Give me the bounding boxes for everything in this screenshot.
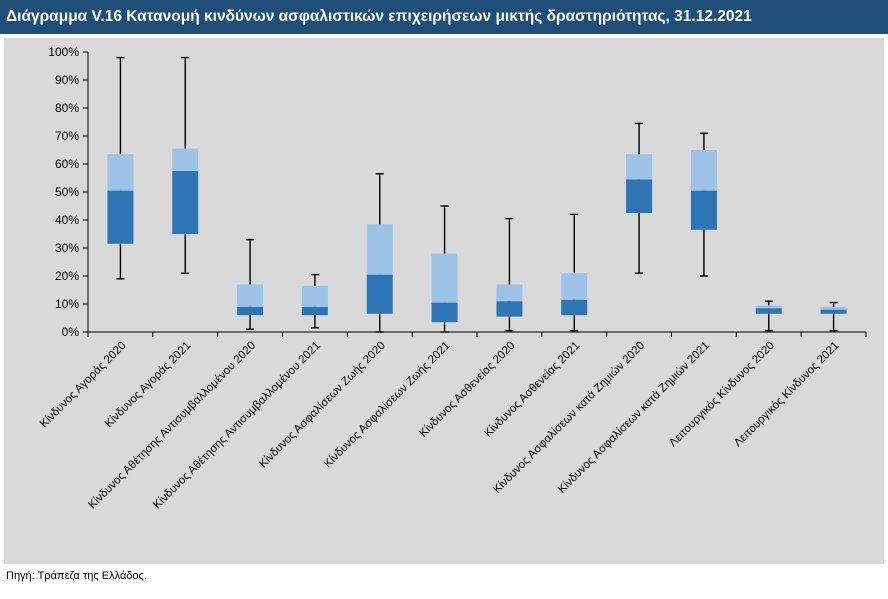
box-9 <box>626 122 653 274</box>
box-2 <box>172 56 199 274</box>
x-category-label: Λειτουργικός Κίνδυνος 2021 <box>732 340 842 450</box>
box-upper-median-q3 <box>431 253 458 303</box>
box-upper-median-q3 <box>366 224 393 275</box>
box-1 <box>107 56 134 280</box>
box-lower-q1-median <box>431 302 458 323</box>
box-3 <box>237 238 264 330</box>
y-tick-label: 100% <box>48 45 79 59</box>
y-tick-label: 40% <box>55 213 79 227</box>
box-series <box>107 56 847 333</box>
box-upper-median-q3 <box>690 150 717 191</box>
box-upper-median-q3 <box>301 285 328 307</box>
y-tick-label: 20% <box>55 269 79 283</box>
chart-title: Διάγραμμα V.16 Κατανομή κινδύνων ασφαλισ… <box>0 0 888 34</box>
box-upper-median-q3 <box>820 306 847 310</box>
box-lower-q1-median <box>172 171 199 234</box>
box-lower-q1-median <box>561 299 588 316</box>
box-upper-median-q3 <box>561 273 588 300</box>
box-lower-q1-median <box>626 179 653 213</box>
box-8 <box>561 213 588 332</box>
box-upper-median-q3 <box>237 284 264 307</box>
box-6 <box>431 205 458 333</box>
box-upper-median-q3 <box>755 305 782 309</box>
box-lower-q1-median <box>690 190 717 230</box>
box-lower-q1-median <box>820 309 847 314</box>
y-axis: 0% 10% 20% 30% 40% 50% 60% 70% 80% 90% 100% <box>48 45 89 339</box>
x-category-label: Κίνδυνος Ασφαλίσεων κατά Ζημιών 2021 <box>556 340 712 496</box>
x-category-label: Λειτουργικός Κίνδυνος 2020 <box>667 340 777 450</box>
box-lower-q1-median <box>366 274 393 314</box>
box-lower-q1-median <box>496 301 523 317</box>
box-lower-q1-median <box>755 308 782 314</box>
x-category-label: Κίνδυνος Ασφαλίσεων Ζωής 2021 <box>322 340 453 471</box>
y-tick-label: 50% <box>55 185 79 199</box>
box-4 <box>301 273 328 329</box>
y-tick-label: 80% <box>55 101 79 115</box>
boxplot-chart: 0% 10% 20% 30% 40% 50% 60% 70% 80% 90% 100% Κίνδυν… <box>38 45 867 511</box>
box-lower-q1-median <box>301 306 328 316</box>
box-5 <box>366 173 393 333</box>
box-upper-median-q3 <box>172 148 199 171</box>
source-note: Πηγή: Τράπεζα της Ελλάδος. <box>6 570 147 582</box>
box-upper-median-q3 <box>626 154 653 180</box>
box-upper-median-q3 <box>496 284 523 302</box>
box-11 <box>755 300 782 332</box>
y-tick-label: 30% <box>55 241 79 255</box>
box-12 <box>820 301 847 332</box>
box-7 <box>496 217 523 332</box>
y-tick-label: 0% <box>62 325 80 339</box>
x-category-label: Κίνδυνος Ασφαλίσεων Ζωής 2020 <box>257 340 388 471</box>
y-tick-label: 10% <box>55 297 79 311</box>
box-lower-q1-median <box>107 190 134 244</box>
box-10 <box>690 132 717 277</box>
y-tick-label: 60% <box>55 157 79 171</box>
box-upper-median-q3 <box>107 154 134 191</box>
y-tick-label: 90% <box>55 73 79 87</box>
box-lower-q1-median <box>237 306 264 316</box>
x-category-label: Κίνδυνος Ασφαλίσεων κατά Ζημιών 2020 <box>491 340 647 496</box>
y-tick-label: 70% <box>55 129 79 143</box>
